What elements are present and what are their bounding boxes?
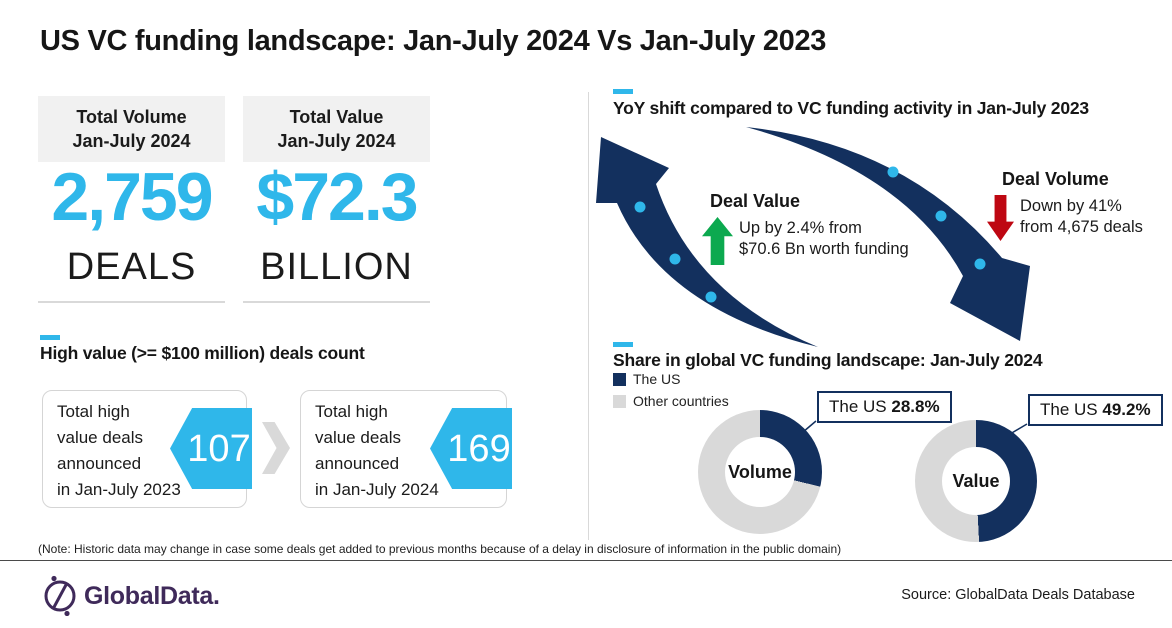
volume-donut-label: Volume [728,461,792,482]
deal-volume-label: Deal Volume [1002,169,1109,189]
brand-wordmark: GlobalData. [84,582,220,610]
yoy-accent-bar [613,89,633,94]
share-accent-bar [613,342,633,347]
high-value-count-2023: 107 [187,427,251,470]
high-value-card-2024: Total high value deals announced in Jan-… [300,390,512,508]
legend-label-other: Other countries [633,393,729,409]
volume-share-callout: The US 28.8% [817,391,952,423]
high-value-accent-bar [40,335,60,340]
high-value-card-2023-text: Total high value deals announced in Jan-… [57,402,181,499]
source-attribution: Source: GlobalData Deals Database [901,587,1135,603]
high-value-card-2024-text: Total high value deals announced in Jan-… [315,402,439,499]
high-value-count-2024: 169 [447,427,511,470]
legend-swatch-us [613,372,626,386]
high-value-heading: High value (>= $100 million) deals count [40,343,365,363]
legend-swatch-other [613,394,626,408]
volume-callout-value: 28.8% [891,397,940,416]
total-value-value: $72.3 [256,159,418,235]
value-share-callout: The US 49.2% [1028,394,1163,426]
footer-divider [0,560,1172,561]
total-volume-value: 2,759 [51,159,213,235]
legend-item-us: The US [613,371,680,387]
volume-callout-prefix: The US [829,397,887,416]
globaldata-logo-icon [44,575,76,616]
down-arrow-icon [987,195,1014,241]
total-volume-unit: DEALS [66,246,197,288]
trend-dot [634,201,646,213]
value-underline [243,301,430,303]
trend-dot [935,210,947,222]
vertical-divider [588,92,589,540]
share-heading: Share in global VC funding landscape: Ja… [613,350,1043,370]
page-title: US VC funding landscape: Jan-July 2024 V… [40,25,827,57]
high-value-card-2023: Total high value deals announced in Jan-… [42,390,252,508]
total-value-unit: BILLION [260,246,413,288]
footnote: (Note: Historic data may change in case … [38,542,842,556]
trend-dot [705,291,717,303]
legend-item-other: Other countries [613,393,729,409]
yoy-heading: YoY shift compared to VC funding activit… [613,98,1089,118]
deal-value-change: Up by 2.4% from $70.6 Bn worth funding [739,219,909,258]
value-donut-chart: Value [915,420,1037,542]
total-value-label-box: Total Value Jan-July 2024 [243,96,430,162]
deal-volume-change: Down by 41% from 4,675 deals [1020,197,1143,236]
trend-dot [974,258,986,270]
value-callout-prefix: The US [1040,400,1098,419]
value-callout-value: 49.2% [1102,400,1151,419]
trend-dot [887,166,899,178]
chevron-right-icon [262,422,290,474]
deal-value-label: Deal Value [710,191,801,211]
volume-underline [38,301,225,303]
high-value-count-tag-2023: 107 [170,408,252,489]
trend-dot [669,253,681,265]
high-value-count-tag-2024: 169 [430,408,512,489]
volume-donut-chart: Volume [698,410,822,534]
total-volume-label-box: Total Volume Jan-July 2024 [38,96,225,162]
up-arrow-icon [702,217,733,265]
value-donut-label: Value [952,470,1000,491]
legend-label-us: The US [633,371,681,387]
